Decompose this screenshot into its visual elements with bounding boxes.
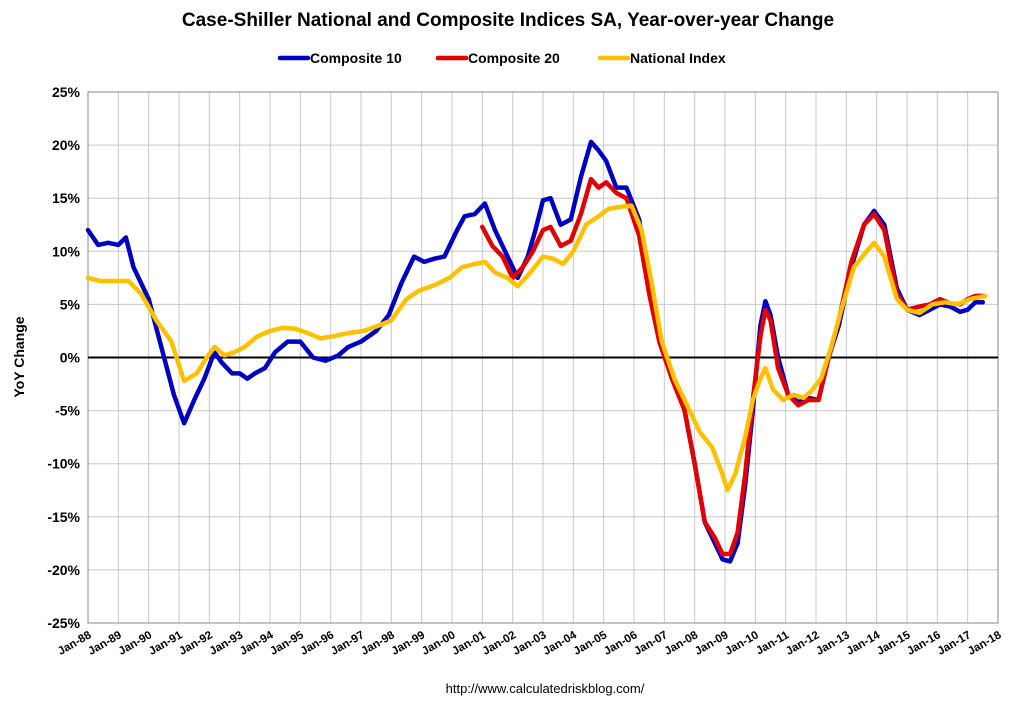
x-tick-label: Jan-18 <box>966 629 1004 658</box>
x-axis-tick-labels: Jan-88Jan-89Jan-90Jan-91Jan-92Jan-93Jan-… <box>56 629 1004 658</box>
x-tick-label: Jan-97 <box>329 629 367 658</box>
x-tick-label: Jan-14 <box>845 629 883 658</box>
legend-label: Composite 10 <box>310 50 402 66</box>
y-axis-label: YoY Change <box>11 316 27 397</box>
x-tick-label: Jan-09 <box>693 629 731 658</box>
x-tick-label: Jan-01 <box>450 629 488 658</box>
x-tick-label: Jan-11 <box>754 629 792 658</box>
y-tick-label: 20% <box>52 137 81 153</box>
x-tick-label: Jan-96 <box>299 629 337 658</box>
series-line-national-index <box>85 203 988 493</box>
x-tick-label: Jan-89 <box>86 629 124 658</box>
y-axis-tick-labels: 25% 20% 15% 10% 5% 0% -5% -10% -15% -20% -25% <box>47 84 80 631</box>
y-tick-label: 10% <box>52 243 81 259</box>
legend-item-composite-10: Composite 10 <box>277 50 402 66</box>
y-tick-label: -20% <box>47 562 80 578</box>
chart-title: Case-Shiller National and Composite Indi… <box>182 10 834 31</box>
x-tick-label: Jan-88 <box>56 629 94 658</box>
x-tick-label: Jan-13 <box>814 629 852 658</box>
x-tick-label: Jan-03 <box>511 629 549 658</box>
x-tick-label: Jan-16 <box>905 629 943 658</box>
x-tick-label: Jan-95 <box>268 629 306 658</box>
series-line-composite-20 <box>480 176 986 557</box>
x-tick-label: Jan-04 <box>541 629 579 658</box>
x-tick-label: Jan-94 <box>238 629 276 658</box>
x-tick-label: Jan-92 <box>177 629 215 658</box>
x-tick-label: Jan-07 <box>632 629 670 658</box>
legend-item-national-index: National Index <box>597 50 726 66</box>
legend-item-composite-20: Composite 20 <box>435 50 560 66</box>
x-tick-label: Jan-98 <box>359 629 397 658</box>
source-url[interactable]: http://www.calculatedriskblog.com/ <box>446 681 645 696</box>
series-layer <box>85 139 988 564</box>
x-tick-label: Jan-90 <box>117 629 155 658</box>
x-tick-label: Jan-06 <box>602 629 640 658</box>
x-tick-label: Jan-10 <box>723 629 761 658</box>
y-tick-label: -25% <box>47 615 80 631</box>
x-tick-label: Jan-17 <box>936 629 974 658</box>
y-tick-label: 0% <box>60 350 81 366</box>
y-tick-label: 5% <box>60 296 81 312</box>
y-tick-label: 25% <box>52 84 81 100</box>
x-tick-label: Jan-05 <box>572 629 610 658</box>
x-tick-label: Jan-02 <box>481 629 519 658</box>
x-tick-label: Jan-93 <box>208 629 246 658</box>
y-tick-label: 15% <box>52 190 81 206</box>
x-tick-label: Jan-91 <box>147 629 185 658</box>
x-tick-label: Jan-00 <box>420 629 458 658</box>
legend-label: National Index <box>630 50 726 66</box>
y-tick-label: -5% <box>55 403 80 419</box>
x-tick-label: Jan-15 <box>875 629 913 658</box>
x-tick-label: Jan-99 <box>390 629 428 658</box>
x-tick-label: Jan-08 <box>663 629 701 658</box>
legend: Composite 10 Composite 20 National Index <box>277 50 726 66</box>
y-tick-label: -15% <box>47 509 80 525</box>
legend-label: Composite 20 <box>468 50 560 66</box>
x-tick-label: Jan-12 <box>784 629 822 658</box>
y-tick-label: -10% <box>47 456 80 472</box>
